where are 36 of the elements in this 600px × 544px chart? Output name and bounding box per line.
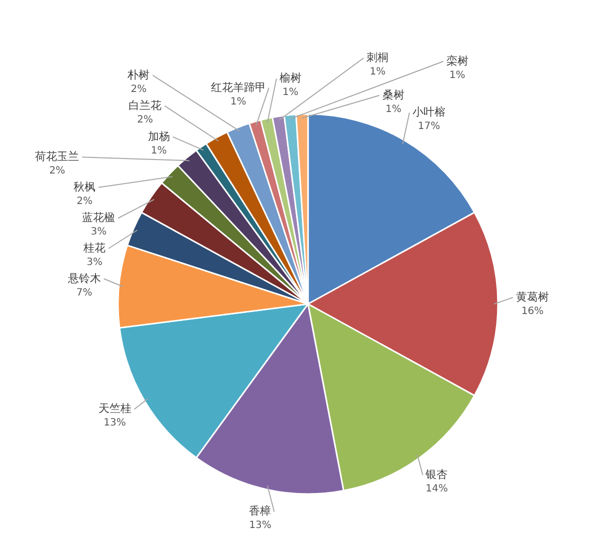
slice-label: 红花羊蹄甲	[210, 80, 266, 94]
data-label: 2%	[76, 196, 93, 207]
data-label: 1%	[449, 70, 466, 81]
data-label: 2%	[130, 84, 147, 95]
slice-label: 桑树	[382, 88, 404, 102]
slice-label: 朴树	[126, 68, 150, 82]
data-label: 17%	[418, 121, 440, 132]
data-label: 13%	[104, 418, 126, 429]
slice-label: 小叶榕	[412, 106, 446, 119]
data-label: 2%	[137, 114, 154, 126]
data-label: 14%	[426, 484, 448, 495]
slice-label: 榆树	[279, 72, 302, 85]
data-label: 1%	[370, 66, 386, 78]
data-label: 3%	[86, 256, 102, 268]
slice-label: 加杨	[148, 130, 170, 143]
slice-label: 银杏	[424, 468, 448, 482]
slice-label: 香樟	[249, 504, 272, 518]
slice-label: 刺桐	[366, 50, 389, 64]
slice-label: 悬铃木	[66, 272, 101, 285]
slice-label: 桂花	[82, 241, 106, 254]
data-label: 13%	[249, 520, 272, 532]
data-label: 1%	[230, 96, 246, 108]
slice-label: 白兰花	[128, 98, 162, 112]
data-label: 2%	[49, 166, 66, 177]
data-label: 3%	[90, 226, 107, 238]
slice-label: 秋枫	[74, 180, 96, 194]
data-label: 7%	[76, 287, 92, 298]
slice-label: 蓝花楹	[82, 211, 116, 224]
data-label: 1%	[150, 145, 167, 156]
data-label: 1%	[282, 87, 298, 98]
data-label: 16%	[521, 306, 544, 317]
slice-label: 天竺桂	[98, 402, 132, 416]
slice-label: 黄葛树	[516, 290, 549, 304]
slice-label: 荷花玉兰	[35, 150, 80, 164]
slice-label: 栾树	[446, 54, 468, 68]
data-label: 1%	[385, 104, 402, 115]
